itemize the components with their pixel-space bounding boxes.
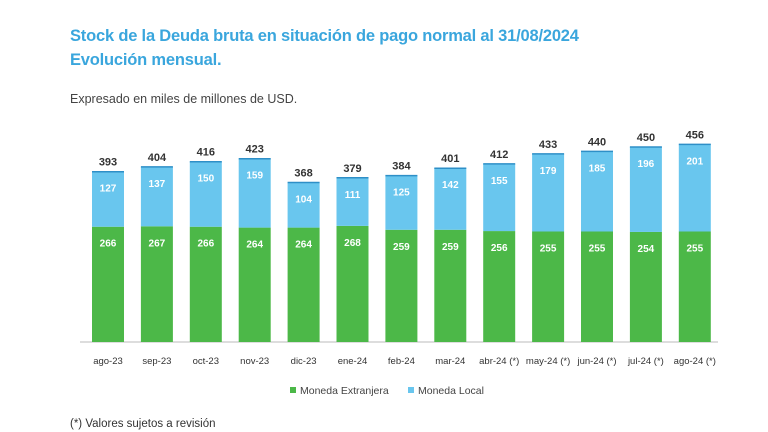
data-label-moneda-local: 159 (246, 171, 263, 182)
x-tick-label: nov-23 (240, 356, 269, 367)
data-label-moneda-extranjera: 268 (344, 238, 361, 249)
bar-moneda-extranjera (483, 231, 516, 342)
x-tick-label: ene-24 (338, 356, 368, 367)
legend: Moneda Extranjera Moneda Local (290, 385, 484, 397)
x-tick-label: jul-24 (*) (627, 356, 664, 367)
data-label-moneda-local: 179 (540, 166, 557, 177)
data-label-total: 401 (441, 153, 459, 165)
x-tick-label: abr-24 (*) (479, 356, 519, 367)
bar-moneda-local (287, 182, 320, 228)
data-label-moneda-local: 142 (442, 180, 459, 191)
bar-moneda-extranjera (581, 231, 613, 342)
data-label-moneda-local: 125 (393, 188, 410, 199)
bar-moneda-local (140, 166, 173, 227)
data-label-total: 384 (392, 161, 411, 173)
bar-moneda-local (678, 144, 711, 232)
bar-moneda-local (189, 161, 222, 227)
bar-moneda-extranjera (189, 226, 222, 342)
x-tick-label: mar-24 (435, 356, 465, 367)
bar-moneda-extranjera (385, 229, 418, 342)
x-tick-label: ago-23 (93, 356, 123, 367)
bar-moneda-local (385, 175, 418, 230)
data-label-moneda-local: 155 (491, 176, 508, 187)
bar-moneda-local (581, 151, 613, 232)
data-label-total: 412 (490, 149, 508, 161)
data-label-moneda-extranjera: 264 (246, 240, 263, 251)
bar-moneda-extranjera (287, 227, 320, 342)
data-label-total: 368 (294, 168, 312, 180)
data-label-moneda-extranjera: 254 (638, 244, 655, 255)
bars-group: 266 127 393 ago-23 267 137 404 sep-23 266 150 416 o… (92, 129, 716, 367)
legend-label-moneda-local: Moneda Local (418, 385, 484, 397)
bar-moneda-local (629, 147, 662, 232)
data-label-moneda-extranjera: 264 (295, 240, 312, 251)
data-label-total: 416 (197, 147, 215, 159)
bar-moneda-extranjera (629, 231, 662, 342)
bar-moneda-extranjera (140, 226, 173, 342)
data-label-moneda-local: 150 (197, 174, 214, 185)
data-label-total: 379 (343, 163, 361, 175)
data-label-total: 456 (686, 129, 704, 141)
legend-swatch-moneda-extranjera (290, 387, 296, 393)
bar-moneda-extranjera (678, 231, 711, 342)
unit-note: Expresado en miles de millones de USD. (70, 92, 298, 106)
data-label-moneda-extranjera: 267 (149, 238, 166, 249)
bar-moneda-local (434, 168, 467, 230)
x-tick-label: dic-23 (291, 356, 317, 367)
data-label-moneda-extranjera: 259 (442, 242, 459, 253)
x-tick-label: may-24 (*) (526, 356, 570, 367)
x-tick-label: ago-24 (*) (674, 356, 716, 367)
data-label-moneda-local: 185 (589, 163, 606, 174)
data-label-moneda-extranjera: 266 (197, 239, 214, 250)
data-label-moneda-extranjera: 256 (491, 243, 508, 254)
bar-moneda-local (238, 158, 271, 228)
data-label-moneda-local: 104 (295, 195, 312, 206)
bar-moneda-local (336, 177, 369, 226)
bar-moneda-local (532, 153, 565, 232)
data-label-total: 433 (539, 139, 557, 151)
x-tick-label: oct-23 (193, 356, 219, 367)
bar-moneda-extranjera (92, 226, 124, 342)
x-tick-label: sep-23 (142, 356, 171, 367)
data-label-total: 440 (588, 136, 606, 148)
data-label-moneda-extranjera: 259 (393, 242, 410, 253)
footnote: (*) Valores sujetos a revisión (70, 418, 216, 430)
data-label-moneda-local: 137 (149, 179, 166, 190)
chart-title: Stock de la Deuda bruta en situación de … (70, 24, 579, 72)
data-label-moneda-extranjera: 266 (100, 239, 117, 250)
data-label-moneda-extranjera: 255 (540, 244, 557, 255)
x-tick-label: feb-24 (388, 356, 415, 367)
x-tick-label: jun-24 (*) (576, 356, 616, 367)
bar-moneda-extranjera (238, 227, 271, 342)
data-label-total: 393 (99, 157, 117, 169)
legend-label-moneda-extranjera: Moneda Extranjera (300, 385, 389, 397)
data-label-moneda-extranjera: 255 (589, 244, 606, 255)
title-line-2: Evolución mensual. (70, 51, 222, 69)
data-label-moneda-local: 201 (686, 156, 703, 167)
data-label-total: 423 (246, 144, 264, 156)
bar-moneda-local (483, 163, 516, 232)
data-label-moneda-local: 196 (638, 159, 655, 170)
data-label-moneda-local: 111 (345, 190, 361, 201)
title-line-1: Stock de la Deuda bruta en situación de … (70, 27, 579, 45)
data-label-moneda-local: 127 (100, 184, 117, 195)
bar-moneda-local (92, 171, 124, 227)
data-label-total: 404 (148, 152, 167, 164)
bar-moneda-extranjera (434, 229, 467, 342)
bar-moneda-extranjera (336, 225, 369, 342)
legend-swatch-moneda-local (408, 387, 414, 393)
bar-moneda-extranjera (532, 231, 565, 342)
data-label-moneda-extranjera: 255 (686, 244, 703, 255)
data-label-total: 450 (637, 132, 655, 144)
